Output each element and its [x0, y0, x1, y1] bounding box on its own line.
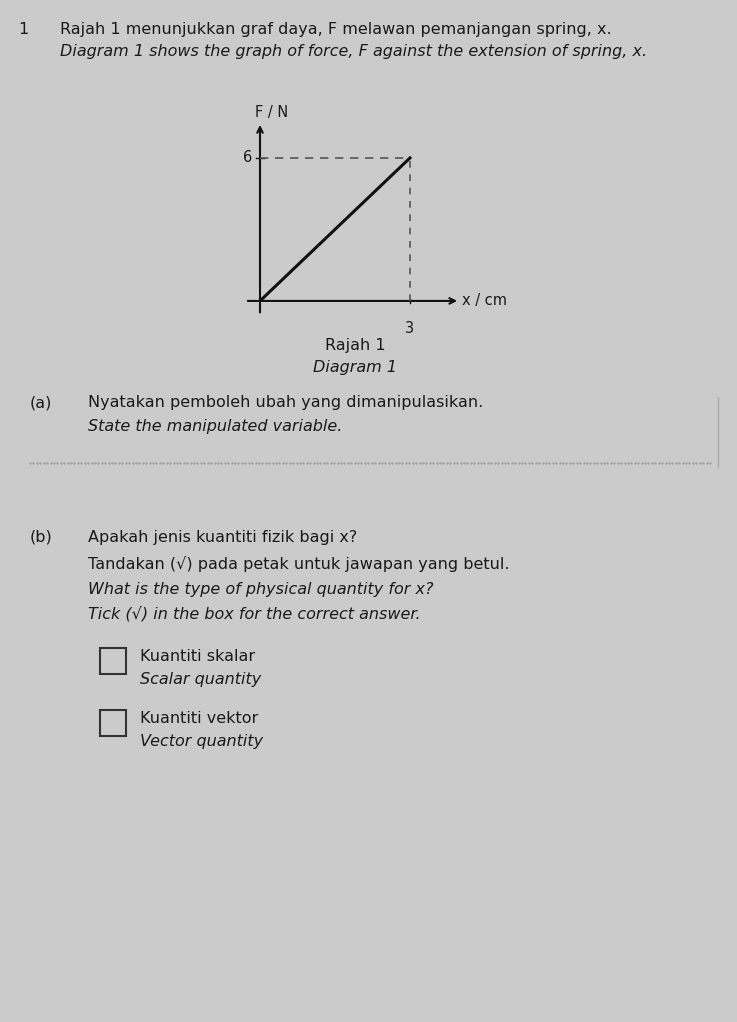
Text: x / cm: x / cm [463, 293, 508, 309]
Text: What is the type of physical quantity for x?: What is the type of physical quantity fo… [88, 582, 433, 597]
Text: Kuantiti skalar: Kuantiti skalar [140, 649, 255, 664]
Text: 3: 3 [405, 321, 414, 336]
Text: Vector quantity: Vector quantity [140, 734, 263, 749]
Text: Apakah jenis kuantiti fizik bagi x?: Apakah jenis kuantiti fizik bagi x? [88, 530, 357, 545]
Text: Rajah 1: Rajah 1 [325, 338, 385, 353]
Text: Nyatakan pemboleh ubah yang dimanipulasikan.: Nyatakan pemboleh ubah yang dimanipulasi… [88, 394, 483, 410]
Text: Kuantiti vektor: Kuantiti vektor [140, 711, 258, 726]
Text: 6: 6 [243, 150, 253, 166]
Text: 1: 1 [18, 22, 28, 37]
Text: Tick (√) in the box for the correct answer.: Tick (√) in the box for the correct answ… [88, 606, 421, 621]
Text: F / N: F / N [255, 105, 288, 120]
Text: Scalar quantity: Scalar quantity [140, 672, 261, 687]
Text: Tandakan (√) pada petak untuk jawapan yang betul.: Tandakan (√) pada petak untuk jawapan ya… [88, 556, 509, 572]
Text: State the manipulated variable.: State the manipulated variable. [88, 419, 343, 434]
Text: Diagram 1: Diagram 1 [313, 360, 397, 375]
Text: (a): (a) [30, 394, 52, 410]
Text: Rajah 1 menunjukkan graf daya, F melawan pemanjangan spring, x.: Rajah 1 menunjukkan graf daya, F melawan… [60, 22, 612, 37]
Text: Diagram 1 shows the graph of force, F against the extension of spring, x.: Diagram 1 shows the graph of force, F ag… [60, 44, 647, 59]
Text: (b): (b) [30, 530, 53, 545]
